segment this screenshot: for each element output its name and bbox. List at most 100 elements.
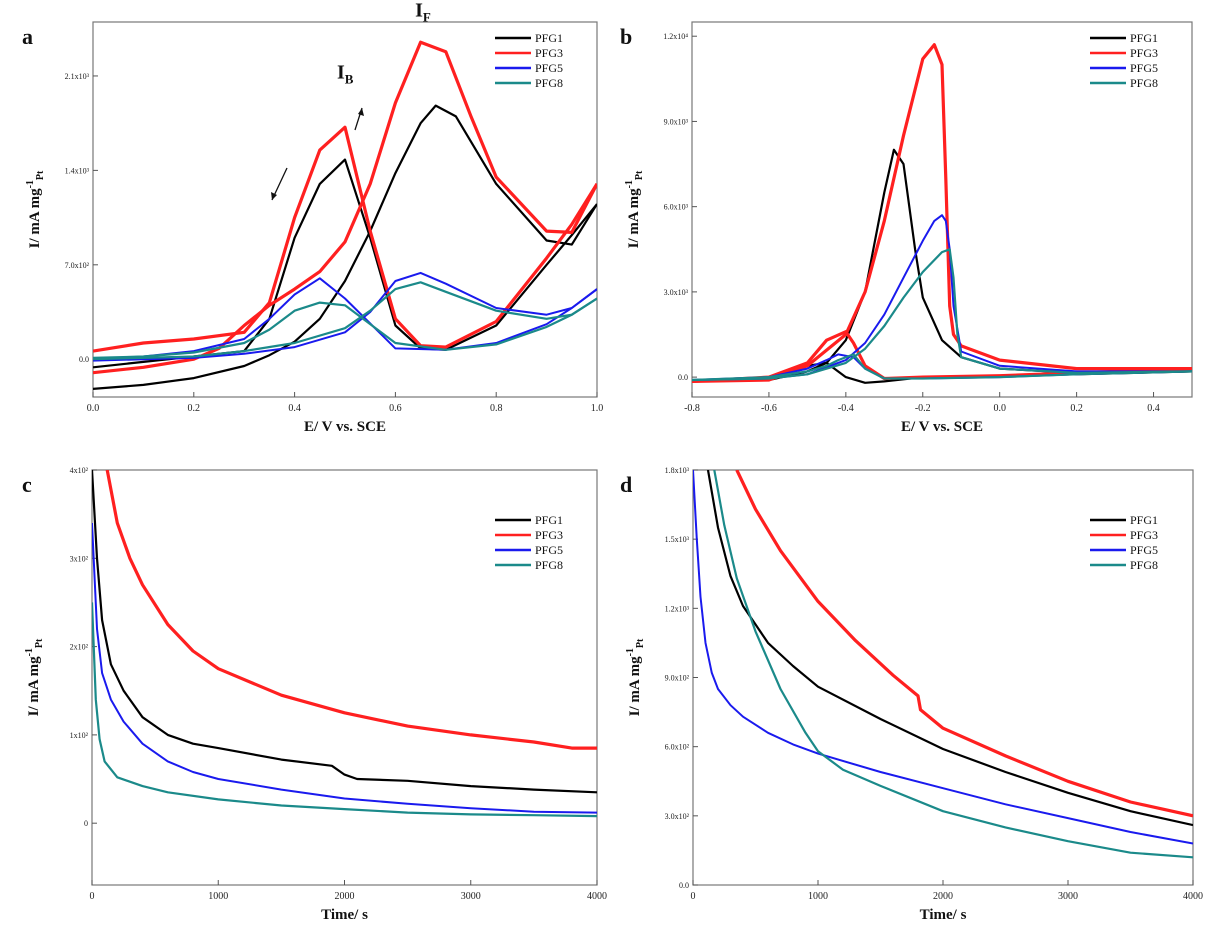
x-tick-label: -0.6 [761,403,777,414]
scan-arrow-backward-head [271,192,277,200]
y-tick-label: 4x10² [70,466,89,475]
y-tick-label: 9.0x10² [665,674,690,683]
x-tick-label: 0 [691,891,696,902]
series-line-pfg1-forward [692,148,1192,383]
x-tick-label: 4000 [1183,891,1203,902]
legend-label-pfg3: PFG3 [1130,528,1158,542]
series-line-pfg3-backward [692,330,1192,383]
x-axis-label: Time/ s [920,907,967,923]
x-axis-label: Time/ s [321,907,368,923]
y-tick-label: 1x10² [70,731,89,740]
legend-label-pfg8: PFG8 [535,558,563,572]
x-tick-label: 0.6 [389,403,402,414]
y-tick-label: 1.2x10³ [665,604,690,613]
panel-d: d 0 1000 2000 3000 4000 0.0 3.0x10² 6.0x10² 9.0x1… [620,466,1203,923]
legend-label-pfg3: PFG3 [535,528,563,542]
x-tick-label: -0.2 [915,403,931,414]
series-line-pfg1 [92,470,597,794]
y-tick-label: 0.0 [79,355,89,364]
y-tick-label: 3x10² [70,554,89,563]
legend-label-pfg3: PFG3 [1130,46,1158,60]
x-axis-label: E/ V vs. SCE [304,419,386,435]
y-axis-label: I/ mA mg-1Pt [24,638,45,716]
panel-label: b [620,24,632,49]
y-tick-label: 9.0x10³ [664,117,689,126]
series-group [92,470,597,818]
scan-arrow-forward-head [358,108,364,116]
y-tick-label: 2x10² [70,643,89,652]
y-tick-label: 1.4x10³ [65,166,90,175]
panel-label: d [620,472,632,497]
x-tick-label: -0.4 [838,403,854,414]
y-axis-label-sup: -1 [624,180,635,188]
series-line-pfg5-forward [692,214,1192,381]
legend-label-pfg3: PFG3 [535,46,563,60]
y-tick-label: 1.8x10³ [665,466,690,475]
peak-annotation-f: IF [415,0,431,25]
y-tick-label: 3.0x10³ [664,288,689,297]
y-axis-label-main: I/ mA mg [626,188,642,249]
legend-label-pfg8: PFG8 [1130,76,1158,90]
series-line-pfg5 [92,522,597,814]
x-tick-label: 2000 [335,891,355,902]
x-tick-label: 0.4 [288,403,301,414]
series-line-pfg5 [693,470,1193,845]
peak-annotation-b: IB [337,62,354,87]
series-line-pfg8-forward [692,248,1192,382]
x-tick-label: 1000 [808,891,828,902]
x-tick-label: 0 [90,891,95,902]
series-line-pfg8-backward [93,297,597,359]
x-tick-label: 3000 [1058,891,1078,902]
legend-label-pfg5: PFG5 [1130,543,1158,557]
x-tick-label: 0.0 [87,403,100,414]
peak-annotation-main: I [415,0,423,22]
x-tick-label: 0.2 [1070,403,1083,414]
legend-label-pfg8: PFG8 [1130,558,1158,572]
y-axis-label-main: I/ mA mg [26,656,42,717]
panel-label: a [22,24,33,49]
series-line-pfg3-backward [93,125,597,353]
y-axis-label-sup: -1 [24,648,35,656]
legend-label-pfg5: PFG5 [535,543,563,557]
legend-label-pfg1: PFG1 [535,513,563,527]
legend-label-pfg1: PFG1 [535,31,563,45]
peak-annotation-main: I [337,62,345,84]
series-line-pfg5-forward [93,271,597,362]
y-axis-label-main: I/ mA mg [627,656,643,717]
series-line-pfg3 [105,470,597,750]
panel-b: b -0.8 -0.6 -0.4 -0.2 0.0 0.2 0.4 0.0 3.0x10³ 6.0x… [620,21,1193,435]
peak-annotation-sub: B [345,72,354,87]
plot-frame [92,21,598,398]
y-tick-label: 0.0 [678,373,688,382]
y-axis-label-sub: Pt [634,170,645,180]
x-axis-label: E/ V vs. SCE [901,419,983,435]
y-axis-label-sub: Pt [635,638,646,648]
legend-label-pfg8: PFG8 [535,76,563,90]
series-group [93,40,597,390]
legend-label-pfg5: PFG5 [535,61,563,75]
series-line-pfg8 [92,602,597,818]
y-tick-label: 0 [84,819,88,828]
x-tick-label: 1.0 [591,403,604,414]
y-tick-label: 6.0x10² [665,743,690,752]
x-tick-label: 3000 [461,891,481,902]
plot-frame [691,21,1193,398]
legend-label-pfg5: PFG5 [1130,61,1158,75]
y-axis-label-main: I/ mA mg [27,188,43,249]
x-tick-label: 1000 [208,891,228,902]
y-tick-label: 1.2x10⁴ [663,32,688,41]
series-line-pfg5-backward [93,277,597,361]
series-line-pfg3-forward [692,43,1192,383]
y-axis-label-sup: -1 [625,648,636,656]
y-tick-label: 1.5x10³ [665,535,690,544]
series-line-pfg3 [735,470,1193,818]
panel-c: c 0 1000 2000 3000 4000 0 1x10² 2x10² 3x10² 4x10² T… [22,466,607,923]
y-axis-label: I/ mA mg-1Pt [25,170,46,248]
y-tick-label: 0.0 [679,881,689,890]
y-tick-label: 6.0x10³ [664,203,689,212]
x-tick-label: 2000 [933,891,953,902]
y-tick-label: 3.0x10² [665,812,690,821]
peak-annotation-sub: F [423,10,431,25]
plot-frame [91,469,598,886]
